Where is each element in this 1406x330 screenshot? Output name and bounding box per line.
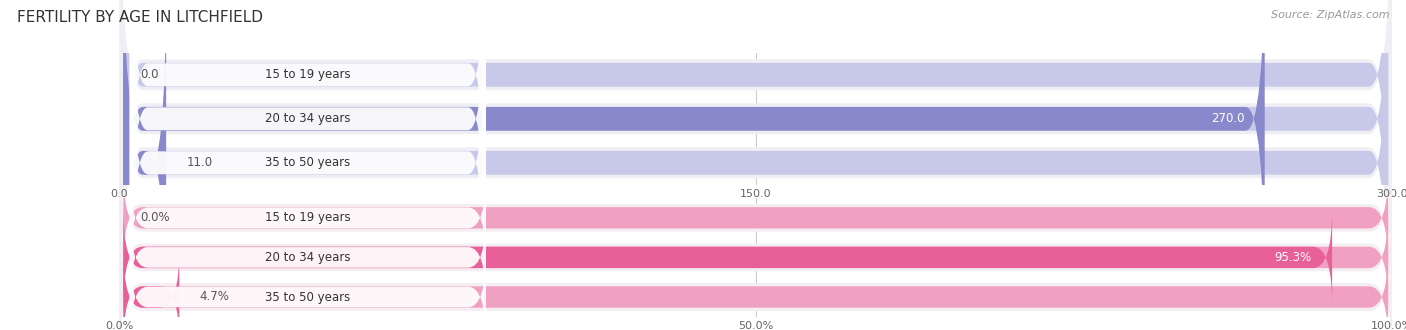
FancyBboxPatch shape (129, 252, 486, 330)
FancyBboxPatch shape (124, 0, 1388, 330)
Text: 4.7%: 4.7% (200, 290, 229, 304)
Text: 20 to 34 years: 20 to 34 years (266, 112, 350, 125)
FancyBboxPatch shape (120, 0, 1392, 297)
Text: 0.0%: 0.0% (139, 211, 170, 224)
FancyBboxPatch shape (120, 240, 1392, 330)
Text: 15 to 19 years: 15 to 19 years (264, 68, 350, 81)
Text: 0.0: 0.0 (139, 68, 159, 81)
FancyBboxPatch shape (120, 0, 1392, 330)
Text: 15 to 19 years: 15 to 19 years (264, 211, 350, 224)
Text: 20 to 34 years: 20 to 34 years (266, 251, 350, 264)
FancyBboxPatch shape (129, 212, 486, 303)
FancyBboxPatch shape (124, 248, 180, 330)
FancyBboxPatch shape (124, 0, 1388, 261)
FancyBboxPatch shape (124, 0, 1265, 305)
FancyBboxPatch shape (124, 209, 1331, 306)
FancyBboxPatch shape (124, 248, 1388, 330)
FancyBboxPatch shape (124, 209, 1388, 306)
Text: 95.3%: 95.3% (1275, 251, 1312, 264)
Text: 35 to 50 years: 35 to 50 years (266, 290, 350, 304)
FancyBboxPatch shape (124, 0, 166, 330)
FancyBboxPatch shape (124, 169, 1388, 267)
Text: 35 to 50 years: 35 to 50 years (266, 156, 350, 169)
FancyBboxPatch shape (124, 0, 1388, 305)
FancyBboxPatch shape (120, 0, 1392, 330)
Text: Source: ZipAtlas.com: Source: ZipAtlas.com (1271, 10, 1389, 20)
Text: 11.0: 11.0 (187, 156, 212, 169)
Text: 270.0: 270.0 (1211, 112, 1244, 125)
FancyBboxPatch shape (129, 173, 486, 263)
FancyBboxPatch shape (120, 160, 1392, 275)
FancyBboxPatch shape (129, 0, 486, 330)
FancyBboxPatch shape (129, 0, 486, 292)
FancyBboxPatch shape (120, 200, 1392, 315)
Text: FERTILITY BY AGE IN LITCHFIELD: FERTILITY BY AGE IN LITCHFIELD (17, 10, 263, 25)
FancyBboxPatch shape (129, 0, 486, 248)
